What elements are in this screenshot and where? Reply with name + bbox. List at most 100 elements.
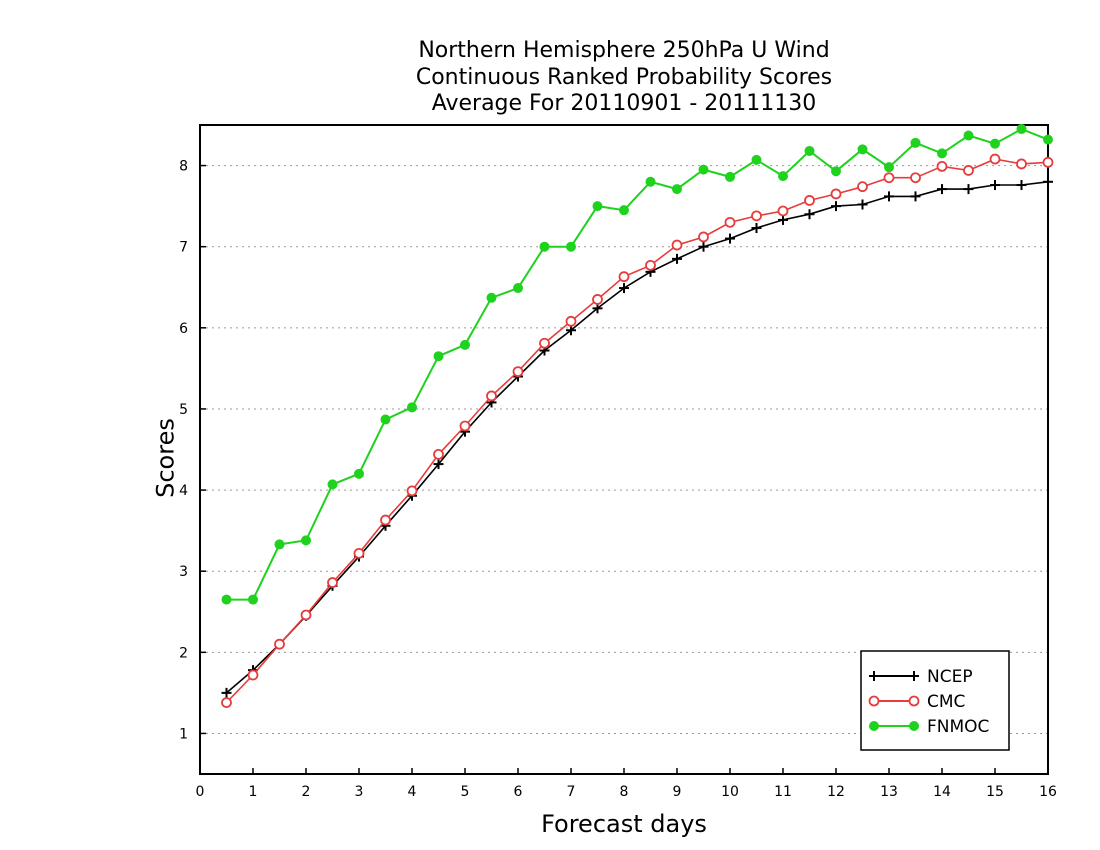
series-ncep bbox=[221, 176, 1053, 698]
data-point-cmc bbox=[565, 315, 577, 327]
legend-marker-ncep bbox=[869, 671, 879, 681]
data-point-fnmoc bbox=[778, 171, 788, 182]
y-tick-label: 1 bbox=[179, 726, 188, 742]
data-point-ncep bbox=[778, 214, 788, 225]
y-tick-label: 4 bbox=[179, 483, 188, 499]
y-tick-label: 7 bbox=[179, 240, 188, 256]
data-point-fnmoc bbox=[354, 468, 364, 479]
data-point-fnmoc bbox=[937, 148, 947, 159]
data-point-cmc bbox=[353, 547, 365, 559]
x-tick-label: 5 bbox=[461, 784, 470, 800]
data-point-fnmoc bbox=[698, 164, 709, 175]
legend-label-fnmoc: FNMOC bbox=[927, 717, 989, 737]
data-point-fnmoc bbox=[619, 205, 629, 216]
data-point-fnmoc bbox=[1016, 124, 1027, 135]
data-point-cmc bbox=[1042, 156, 1054, 168]
data-point-fnmoc bbox=[274, 539, 285, 550]
data-point-fnmoc bbox=[857, 144, 868, 155]
data-point-fnmoc bbox=[301, 535, 311, 546]
legend-marker-fnmoc bbox=[869, 721, 879, 731]
data-point-ncep bbox=[566, 325, 576, 336]
data-point-cmc bbox=[936, 160, 948, 172]
data-point-cmc bbox=[804, 195, 815, 206]
data-point-ncep bbox=[857, 199, 868, 210]
data-point-ncep bbox=[963, 184, 974, 195]
data-point-fnmoc bbox=[672, 184, 682, 195]
y-tick-label: 2 bbox=[179, 645, 188, 661]
data-point-ncep bbox=[910, 191, 921, 202]
data-point-cmc bbox=[1016, 158, 1027, 170]
y-tick-label: 5 bbox=[179, 402, 188, 418]
data-point-cmc bbox=[459, 420, 471, 432]
x-tick-label: 11 bbox=[774, 784, 792, 800]
x-tick-label: 16 bbox=[1039, 784, 1057, 800]
legend-label-cmc: CMC bbox=[927, 692, 965, 712]
data-point-cmc bbox=[963, 165, 974, 176]
data-point-ncep bbox=[592, 303, 603, 314]
data-point-ncep bbox=[990, 180, 1000, 191]
data-point-fnmoc bbox=[725, 171, 735, 182]
x-tick-label: 13 bbox=[880, 784, 898, 800]
legend-item-cmc: CMC bbox=[868, 692, 965, 712]
data-point-cmc bbox=[910, 172, 921, 184]
data-point-cmc bbox=[645, 259, 656, 271]
data-point-fnmoc bbox=[221, 594, 232, 605]
data-point-ncep bbox=[619, 283, 629, 294]
x-tick-label: 1 bbox=[249, 784, 258, 800]
data-point-fnmoc bbox=[910, 137, 921, 148]
data-point-cmc bbox=[883, 172, 895, 184]
x-tick-label: 8 bbox=[620, 784, 629, 800]
series-cmc bbox=[221, 153, 1054, 709]
x-tick-label: 10 bbox=[721, 784, 739, 800]
data-point-cmc bbox=[830, 188, 842, 200]
data-point-cmc bbox=[989, 153, 1001, 165]
data-point-cmc bbox=[221, 697, 232, 709]
data-point-ncep bbox=[751, 223, 762, 234]
chart-title-line-3: Average For 20110901 - 20111130 bbox=[432, 91, 817, 116]
legend-label-ncep: NCEP bbox=[927, 667, 973, 687]
x-tick-label: 4 bbox=[408, 784, 417, 800]
chart-title-line-2: Continuous Ranked Probability Scores bbox=[416, 65, 832, 90]
data-point-cmc bbox=[857, 181, 868, 193]
data-point-cmc bbox=[777, 205, 789, 217]
data-point-cmc bbox=[671, 239, 683, 251]
x-tick-label: 6 bbox=[514, 784, 523, 800]
chart-title: Northern Hemisphere 250hPa U Wind Contin… bbox=[416, 38, 832, 116]
data-point-ncep bbox=[725, 233, 735, 244]
data-point-fnmoc bbox=[592, 201, 603, 212]
data-point-cmc bbox=[751, 210, 762, 222]
series-line-fnmoc bbox=[226, 127, 1049, 601]
data-point-cmc bbox=[247, 669, 259, 681]
data-point-fnmoc bbox=[963, 130, 974, 141]
series-line-cmc bbox=[225, 158, 1049, 704]
data-point-fnmoc bbox=[804, 145, 815, 156]
data-point-cmc bbox=[300, 609, 312, 621]
series-line-ncep bbox=[225, 181, 1049, 694]
data-point-fnmoc bbox=[884, 162, 894, 173]
data-point-fnmoc bbox=[566, 241, 576, 252]
legend-item-ncep: NCEP bbox=[869, 667, 973, 687]
data-point-cmc bbox=[724, 216, 736, 228]
x-tick-label: 9 bbox=[673, 784, 682, 800]
data-point-cmc bbox=[539, 337, 550, 349]
legend: NCEP CMC FNMOC bbox=[860, 650, 1010, 751]
data-point-fnmoc bbox=[751, 154, 762, 165]
x-tick-label: 7 bbox=[567, 784, 576, 800]
data-point-cmc bbox=[274, 638, 285, 650]
data-point-cmc bbox=[512, 366, 524, 378]
data-point-fnmoc bbox=[1043, 134, 1053, 145]
data-point-cmc bbox=[433, 448, 444, 460]
data-point-fnmoc bbox=[645, 176, 656, 187]
x-tick-label: 3 bbox=[355, 784, 364, 800]
data-point-fnmoc bbox=[460, 339, 470, 350]
data-point-ncep bbox=[433, 459, 444, 470]
x-tick-label: 2 bbox=[302, 784, 311, 800]
data-point-cmc bbox=[618, 271, 630, 283]
data-point-ncep bbox=[831, 201, 841, 212]
data-point-cmc bbox=[486, 390, 497, 402]
data-point-cmc bbox=[698, 231, 709, 243]
chart-title-line-1: Northern Hemisphere 250hPa U Wind bbox=[418, 38, 829, 63]
data-point-fnmoc bbox=[327, 479, 338, 490]
data-point-fnmoc bbox=[486, 292, 497, 303]
data-point-ncep bbox=[1016, 180, 1027, 191]
